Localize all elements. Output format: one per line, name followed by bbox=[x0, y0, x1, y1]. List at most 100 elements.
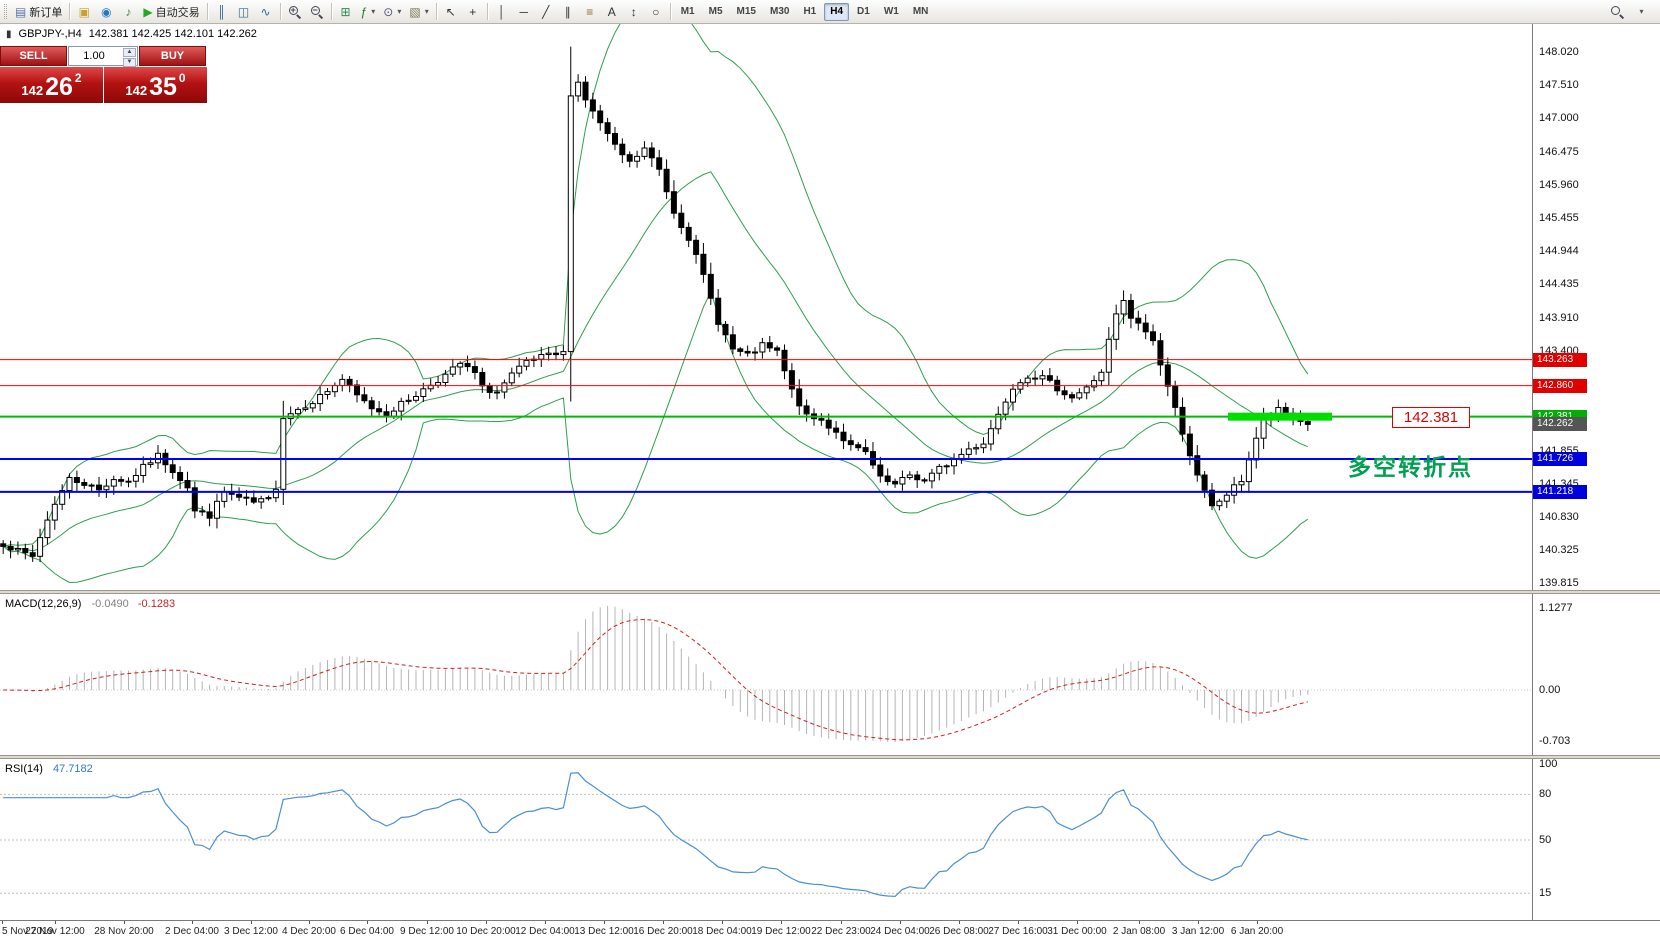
arrows-tool-button[interactable]: ↕ bbox=[623, 2, 645, 22]
time-axis-tick bbox=[604, 921, 605, 924]
channel-tool-button[interactable]: ∥ bbox=[557, 2, 579, 22]
panel-splitter-macd[interactable] bbox=[0, 590, 1660, 594]
sell-price-prefix: 142 bbox=[21, 83, 44, 98]
shapes-tool-button[interactable]: ○ bbox=[645, 2, 667, 22]
time-axis-label: 2 Dec 04:00 bbox=[165, 926, 219, 937]
toolbar-right-group: ▾ bbox=[1606, 2, 1657, 22]
sound-icon[interactable]: ♪ bbox=[117, 2, 139, 22]
community-icon[interactable]: ◉ bbox=[95, 2, 117, 22]
time-axis-label: 26 Dec 08:00 bbox=[929, 926, 989, 937]
fibonacci-tool-icon: ≡ bbox=[586, 4, 594, 19]
crosshair-tool-button[interactable]: + bbox=[462, 2, 484, 22]
buy-price-prefix: 142 bbox=[125, 83, 148, 98]
turning-point-label[interactable]: 多空转折点 bbox=[1348, 454, 1473, 480]
dropdown-arrow-icon: ▾ bbox=[371, 7, 376, 16]
text-tool-button[interactable]: A bbox=[601, 2, 623, 22]
autotrading-button[interactable]: ▶ 自动交易 bbox=[139, 2, 203, 22]
horizontal-line-tool-button[interactable]: ─ bbox=[513, 2, 535, 22]
toolbar-separator bbox=[69, 3, 71, 20]
volume-increase-button[interactable]: ▲ bbox=[123, 48, 136, 57]
time-axis-tick bbox=[192, 921, 193, 924]
candlestick-chart-type-button[interactable]: ◫ bbox=[233, 2, 255, 22]
symbol-label: GBPJPY-,H4 bbox=[18, 28, 82, 40]
timeframe-h1-button[interactable]: H1 bbox=[803, 6, 817, 17]
price-scale-marker: 142.860 bbox=[1533, 378, 1587, 393]
volume-decrease-button[interactable]: ▼ bbox=[123, 58, 136, 67]
time-axis-tick bbox=[1257, 921, 1258, 924]
tile-windows-icon: ⊞ bbox=[340, 4, 351, 19]
toolbar-overflow-button[interactable]: ▾ bbox=[1630, 2, 1652, 22]
new-order-button[interactable]: ▤ 新订单 bbox=[11, 2, 66, 22]
line-chart-type-button[interactable]: ∿ bbox=[255, 2, 277, 22]
time-axis-tick bbox=[545, 921, 546, 924]
vertical-line-tool-button[interactable]: │ bbox=[491, 2, 513, 22]
panel-splitter-rsi[interactable] bbox=[0, 755, 1660, 759]
time-axis-label: 13 Dec 12:00 bbox=[574, 926, 634, 937]
buy-price-button[interactable]: 142 35 0 bbox=[104, 67, 207, 103]
timeframe-h4-button[interactable]: H4 bbox=[824, 2, 850, 21]
text-tool-icon: A bbox=[607, 4, 616, 19]
time-axis-label: 2 Jan 08:00 bbox=[1112, 926, 1166, 937]
tile-windows-button[interactable]: ⊞ bbox=[335, 2, 357, 22]
price-scale[interactable]: 148.020 147.510 147.000 146.475 145.960 145.4… bbox=[1532, 24, 1660, 920]
chart-ohlc-header: ▮ GBPJPY-,H4 142.381 142.425 142.101 142… bbox=[6, 28, 257, 40]
timeframe-m15-button[interactable]: M15 bbox=[736, 6, 756, 17]
rsi-panel-canvas[interactable] bbox=[0, 760, 1532, 920]
time-axis-label: 31 Dec 00:00 bbox=[1047, 926, 1107, 937]
search-button[interactable] bbox=[1606, 2, 1628, 22]
zoom-in-button[interactable]: + bbox=[284, 2, 306, 22]
macd-signal-value: -0.1283 bbox=[137, 598, 176, 610]
toolbar-separator bbox=[669, 3, 671, 20]
time-axis-tick bbox=[1018, 921, 1019, 924]
line-chart-type-icon: ∿ bbox=[260, 4, 271, 19]
sell-button[interactable]: SELL bbox=[0, 46, 67, 66]
time-axis-tick bbox=[55, 921, 56, 924]
zoom-out-button[interactable]: − bbox=[306, 2, 328, 22]
main-chart-canvas[interactable] bbox=[0, 24, 1532, 590]
dropdown-arrow-icon: ▾ bbox=[397, 7, 402, 16]
macd-header: MACD(12,26,9) -0.0490 -0.1283 bbox=[5, 598, 175, 610]
time-axis-label: 24 Dec 04:00 bbox=[870, 926, 930, 937]
bar-chart-type-button[interactable]: ║ bbox=[211, 2, 233, 22]
cursor-tool-button[interactable]: ↖ bbox=[440, 2, 462, 22]
time-axis-label: 9 Dec 12:00 bbox=[400, 926, 454, 937]
timeframe-d1-button[interactable]: D1 bbox=[857, 6, 870, 17]
price-scale-label: 147.510 bbox=[1539, 78, 1579, 91]
ohlc-values: 142.381 142.425 142.101 142.262 bbox=[88, 28, 257, 40]
macd-main-value: -0.0490 bbox=[91, 598, 129, 610]
timeframe-w1-button[interactable]: W1 bbox=[883, 6, 899, 17]
indicators-icon: ƒ bbox=[360, 4, 368, 19]
time-axis-label: 4 Dec 20:00 bbox=[282, 926, 336, 937]
metaeditor-icon[interactable]: ▣ bbox=[73, 2, 95, 22]
buy-price-pip: 0 bbox=[178, 71, 186, 85]
time-axis-tick bbox=[1198, 921, 1199, 924]
indicators-button[interactable]: ƒ ▾ bbox=[357, 2, 380, 22]
timeframe-m1-button[interactable]: M1 bbox=[680, 6, 695, 17]
autotrading-button-label: 自动交易 bbox=[155, 6, 200, 19]
horizontal-line-tool-icon: ─ bbox=[519, 4, 528, 19]
timeframe-mn-button[interactable]: MN bbox=[912, 6, 929, 17]
price-scale-label: 148.020 bbox=[1539, 45, 1579, 58]
trendline-tool-button[interactable]: ╱ bbox=[535, 2, 557, 22]
timeframe-m5-button[interactable]: M5 bbox=[708, 6, 723, 17]
macd-panel-canvas[interactable] bbox=[0, 595, 1532, 755]
vertical-line-tool-icon: │ bbox=[497, 4, 506, 19]
volume-input[interactable] bbox=[69, 50, 119, 62]
time-axis-label: 18 Dec 04:00 bbox=[692, 926, 752, 937]
time-axis-tick bbox=[2, 921, 3, 924]
time-axis-label: 3 Jan 12:00 bbox=[1171, 926, 1225, 937]
price-scale-label: 143.910 bbox=[1539, 311, 1579, 324]
fibonacci-tool-button[interactable]: ≡ bbox=[579, 2, 601, 22]
timeframe-toolbar: M1 M5 M15 M30 H1 H4 D1 W1 MN bbox=[674, 2, 936, 21]
buy-button[interactable]: BUY bbox=[139, 46, 206, 66]
price-callout[interactable]: 142.381 bbox=[1392, 407, 1470, 428]
sell-price-button[interactable]: 142 26 2 bbox=[0, 67, 103, 103]
time-axis[interactable]: 5 Nov 2019 27 Nov 12:00 28 Nov 20:00 2 Dec … bbox=[0, 920, 1660, 949]
timeframe-m30-button[interactable]: M30 bbox=[769, 6, 790, 17]
toolbar-separator bbox=[330, 3, 332, 20]
price-scale-label: 146.475 bbox=[1539, 145, 1579, 158]
metaeditor-icon-icon: ▣ bbox=[78, 4, 91, 19]
periods-button[interactable]: ⊙ ▾ bbox=[379, 2, 405, 22]
templates-button[interactable]: ▧ ▾ bbox=[405, 2, 432, 22]
macd-scale-label: 1.1277 bbox=[1539, 602, 1573, 615]
